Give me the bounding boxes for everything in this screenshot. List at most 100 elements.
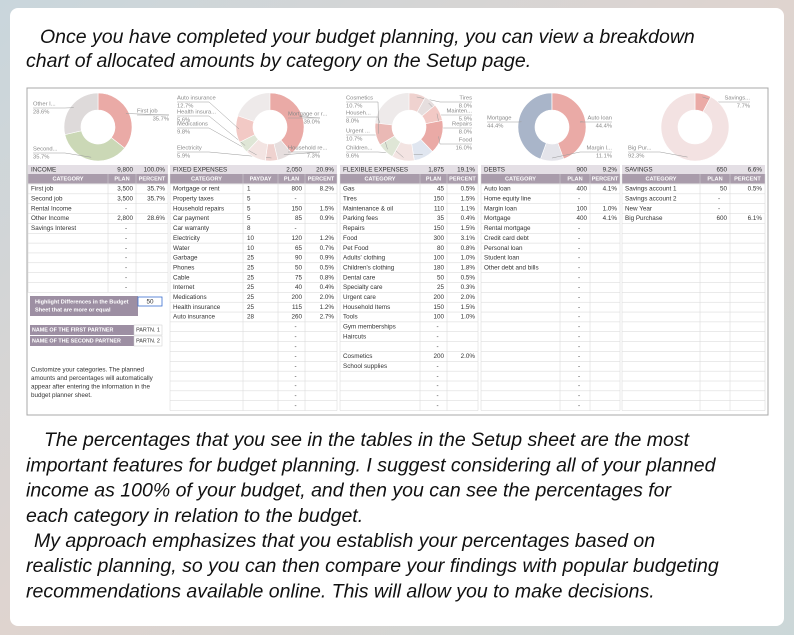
donut-label: First job [137,109,158,115]
cell: 2,800 [117,215,133,222]
column-label: PERCENT [308,176,335,182]
column-label: PLAN [114,176,129,182]
cell: 25 [247,264,255,271]
cell: 800 [291,186,302,193]
cell: - [294,373,296,380]
cell: - [294,383,296,390]
cell: 50 [295,264,303,271]
cell: Household repairs [173,205,224,212]
cell: - [436,383,438,390]
cell: 8 [247,225,251,232]
donut-segment [269,92,305,154]
cell: - [294,393,296,400]
column-label: PLAN [284,176,299,182]
highlight-input[interactable] [137,296,163,307]
cell: Margin loan [484,205,517,212]
cell: 50 [437,274,445,281]
cell: - [578,235,580,242]
cell: 0.5% [461,186,476,193]
cell: - [125,264,127,271]
partner-label-bg [30,325,134,335]
cell: 0.8% [320,274,335,281]
cell: 5 [247,205,251,212]
donut-segment [660,92,730,162]
cell: Savings account 2 [625,196,677,203]
section-title: FLEXIBLE EXPENSES [343,166,408,173]
cell: 115 [292,304,303,311]
cell: - [578,225,580,232]
section-header [622,165,765,174]
section-total: 650 [716,166,727,173]
section-total: 1,875 [428,166,444,173]
cell: - [578,373,580,380]
cell: Second job [31,196,63,203]
donut-value: 8.0% [459,104,472,110]
column-label: PERCENT [449,176,476,182]
donut-value: 10.7% [346,137,362,143]
cell: 50 [720,186,728,193]
column-header [28,174,168,184]
cell: 0.5% [320,264,335,271]
cell: 1.5% [461,225,476,232]
section-header [28,165,168,174]
cell: 4.1% [603,215,618,222]
leader-line [628,151,688,158]
donut-value: 92.3% [628,154,644,160]
cell: - [436,402,438,409]
cell: 0.8% [461,245,476,252]
highlight-box [30,296,138,316]
donut-label: Food [459,138,472,144]
cell: Internet [173,284,195,291]
cell: Specialty care [343,284,383,291]
highlight-label: Highlight Differences in the Budget [35,299,129,305]
cell: 25 [247,284,255,291]
section-percent: 9.2% [603,166,618,173]
cell: Savings account 1 [625,186,677,193]
cell: 180 [433,264,444,271]
cell: 110 [434,205,445,212]
cell: 0.3% [461,284,476,291]
cell: 1.5% [461,196,476,203]
leader-line [288,116,321,119]
cell: 1 [247,186,251,193]
cell: - [436,333,438,340]
leader-line [125,113,170,116]
cell: 200 [433,353,444,360]
outro-line: The percentages that you see in the tabl… [44,429,691,451]
column-label: PLAN [567,176,582,182]
column-label: CATEGORY [52,176,83,182]
cell: 0.9% [320,255,335,262]
cell: - [436,373,438,380]
cell: Property taxes [173,196,214,203]
donut-label: Cosmetics [346,96,373,102]
column-label: CATEGORY [645,176,676,182]
column-label: CATEGORY [364,176,395,182]
cell: 1.0% [603,205,618,212]
intro-line: Once you have completed your budget plan… [40,26,695,48]
donut-value: 10.7% [346,104,362,110]
cell: 40 [295,284,303,291]
donut-value: 12.7% [177,104,193,110]
section-percent: 19.1% [457,166,475,173]
cell: - [718,205,720,212]
cell: 90 [295,255,303,262]
cell: 80 [437,245,445,252]
column-label: PLAN [426,176,441,182]
donut-value: 44.4% [487,124,503,130]
cell: Water [173,245,190,252]
cell: 10 [247,235,255,242]
cell: - [578,383,580,390]
outro-line: recommendations available online. This w… [26,580,655,602]
leader-line [177,115,246,146]
donut-segment [551,92,587,160]
donut-value: 5.9% [459,117,472,123]
column-header [340,174,478,184]
cell: - [578,284,580,291]
cell: - [578,353,580,360]
cell: - [578,294,580,301]
cell: Gym memberships [343,324,396,331]
cell: Home equity line [484,196,531,203]
section-percent: 100.0% [144,166,166,173]
cell: - [125,245,127,252]
donut-label: Margin l... [587,146,613,152]
